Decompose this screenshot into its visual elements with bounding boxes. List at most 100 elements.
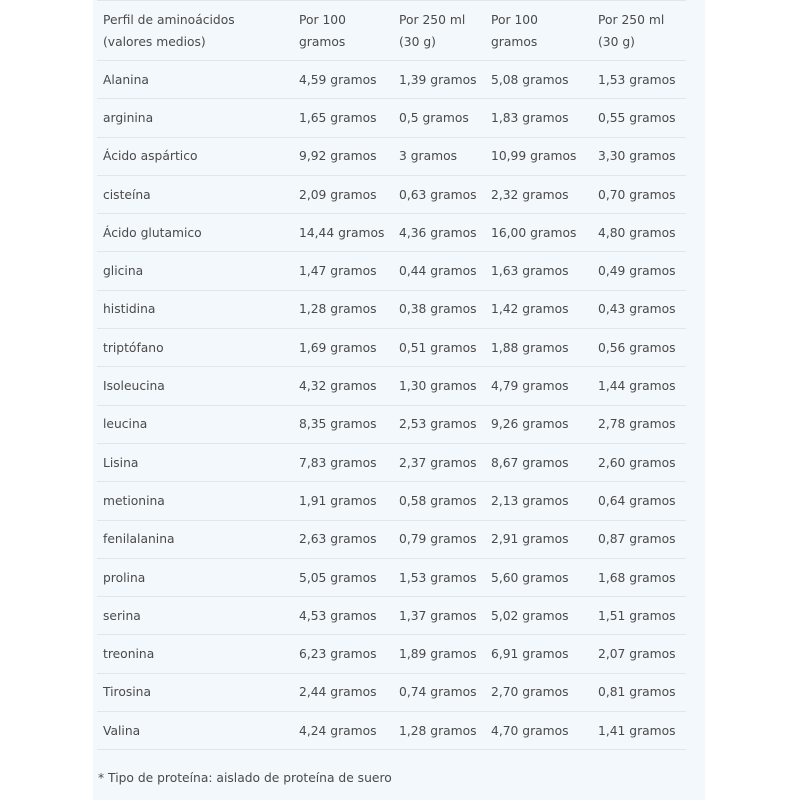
amount-cell: 9,92 gramos: [293, 137, 393, 176]
amount-cell: 1,88 gramos: [485, 328, 592, 368]
amount-cell: 8,35 gramos: [293, 405, 393, 444]
amount-cell: 2,44 gramos: [293, 673, 393, 713]
table-row: treonina 6,23 gramos 1,89 gramos 6,91 gramo…: [97, 634, 686, 674]
amino-acid-name: triptófano: [97, 328, 293, 368]
amino-acid-name: glicina: [97, 251, 293, 291]
amino-acid-name: arginina: [97, 98, 293, 138]
amino-acid-name: leucina: [97, 405, 293, 444]
amount-cell: 14,44 gramos: [293, 213, 393, 253]
amount-cell: 2,53 gramos: [393, 405, 485, 444]
table-row: arginina 1,65 gramos 0,5 gramos 1,83 gramos…: [97, 98, 686, 138]
column-header: Por 100 gramos: [293, 0, 393, 61]
amount-cell: 16,00 gramos: [485, 213, 592, 253]
amino-acid-name: treonina: [97, 634, 293, 674]
amount-cell: 1,39 gramos: [393, 60, 485, 100]
column-header: Por 100 gramos: [485, 0, 592, 61]
amount-cell: 1,42 gramos: [485, 290, 592, 330]
amount-cell: 1,69 gramos: [293, 328, 393, 368]
amount-cell: 0,79 gramos: [393, 520, 485, 559]
table-row: glicina 1,47 gramos 0,44 gramos 1,63 gramos…: [97, 251, 686, 291]
amount-cell: 2,63 gramos: [293, 520, 393, 559]
column-header: Por 250 ml (30 g): [592, 0, 686, 61]
amount-cell: 1,91 gramos: [293, 481, 393, 521]
amount-cell: 5,08 gramos: [485, 60, 592, 100]
amount-cell: 2,60 gramos: [592, 443, 686, 483]
amount-cell: 2,37 gramos: [393, 443, 485, 483]
table-row: Valina 4,24 gramos 1,28 gramos 4,70 gramos 1…: [97, 711, 686, 751]
footnote: * Tipo de proteína: aislado de proteína …: [98, 771, 392, 785]
amount-cell: 1,47 gramos: [293, 251, 393, 291]
amount-cell: 1,28 gramos: [293, 290, 393, 330]
table-row: histidina 1,28 gramos 0,38 gramos 1,42 gram…: [97, 290, 686, 330]
amount-cell: 0,63 gramos: [393, 175, 485, 215]
amount-cell: 1,41 gramos: [592, 711, 686, 751]
amount-cell: 5,60 gramos: [485, 558, 592, 598]
table-row: metionina 1,91 gramos 0,58 gramos 2,13 gram…: [97, 481, 686, 521]
amount-cell: 0,44 gramos: [393, 251, 485, 291]
amount-cell: 1,65 gramos: [293, 98, 393, 138]
amount-cell: 1,53 gramos: [393, 558, 485, 598]
amount-cell: 1,53 gramos: [592, 60, 686, 100]
amino-acid-table: Perfil de aminoácidos (valores medios) Po…: [97, 0, 686, 751]
amount-cell: 4,32 gramos: [293, 366, 393, 406]
table-row: Isoleucina 4,32 gramos 1,30 gramos 4,79 gra…: [97, 366, 686, 406]
amount-cell: 6,91 gramos: [485, 634, 592, 674]
amino-acid-name: Ácido aspártico: [97, 137, 293, 176]
amino-acid-name: Ácido glutamico: [97, 213, 293, 253]
table-row: cisteína 2,09 gramos 0,63 gramos 2,32 gramo…: [97, 175, 686, 215]
amount-cell: 1,68 gramos: [592, 558, 686, 598]
table-row: Tirosina 2,44 gramos 0,74 gramos 2,70 gramo…: [97, 673, 686, 713]
amino-acid-name: Lisina: [97, 443, 293, 483]
amount-cell: 1,51 gramos: [592, 596, 686, 636]
amount-cell: 7,83 gramos: [293, 443, 393, 483]
column-header: Perfil de aminoácidos (valores medios): [97, 0, 293, 61]
amount-cell: 1,44 gramos: [592, 366, 686, 406]
amount-cell: 1,30 gramos: [393, 366, 485, 406]
amount-cell: 2,13 gramos: [485, 481, 592, 521]
amount-cell: 0,56 gramos: [592, 328, 686, 368]
table-header-row: Perfil de aminoácidos (valores medios) Po…: [97, 0, 686, 61]
amount-cell: 0,38 gramos: [393, 290, 485, 330]
amount-cell: 0,74 gramos: [393, 673, 485, 713]
amount-cell: 6,23 gramos: [293, 634, 393, 674]
amount-cell: 0,51 gramos: [393, 328, 485, 368]
amount-cell: 10,99 gramos: [485, 137, 592, 176]
amount-cell: 4,36 gramos: [393, 213, 485, 253]
table-row: triptófano 1,69 gramos 0,51 gramos 1,88 gra…: [97, 328, 686, 368]
table-row: Alanina 4,59 gramos 1,39 gramos 5,08 gramos…: [97, 60, 686, 100]
table-row: fenilalanina 2,63 gramos 0,79 gramos 2,91 g…: [97, 520, 686, 559]
amount-cell: 2,09 gramos: [293, 175, 393, 215]
amino-acid-name: fenilalanina: [97, 520, 293, 559]
amino-acid-name: Valina: [97, 711, 293, 751]
amount-cell: 2,07 gramos: [592, 634, 686, 674]
table-row: Ácido glutamico 14,44 gramos 4,36 gramos 16…: [97, 213, 686, 253]
amount-cell: 1,83 gramos: [485, 98, 592, 138]
amount-cell: 1,89 gramos: [393, 634, 485, 674]
amino-acid-name: cisteína: [97, 175, 293, 215]
amount-cell: 4,70 gramos: [485, 711, 592, 751]
table-row: serina 4,53 gramos 1,37 gramos 5,02 gramos 1…: [97, 596, 686, 636]
amount-cell: 9,26 gramos: [485, 405, 592, 444]
amount-cell: 0,58 gramos: [393, 481, 485, 521]
amount-cell: 0,55 gramos: [592, 98, 686, 138]
amount-cell: 0,81 gramos: [592, 673, 686, 713]
amount-cell: 0,5 gramos: [393, 98, 485, 138]
amount-cell: 5,05 gramos: [293, 558, 393, 598]
amount-cell: 4,79 gramos: [485, 366, 592, 406]
amino-acid-name: Isoleucina: [97, 366, 293, 406]
amount-cell: 4,80 gramos: [592, 213, 686, 253]
table-row: Ácido aspártico 9,92 gramos 3 gramos 10,99 …: [97, 137, 686, 176]
amino-acid-name: serina: [97, 596, 293, 636]
amount-cell: 1,37 gramos: [393, 596, 485, 636]
column-header: Por 250 ml (30 g): [393, 0, 485, 61]
table-row: leucina 8,35 gramos 2,53 gramos 9,26 gramos…: [97, 405, 686, 444]
amount-cell: 4,53 gramos: [293, 596, 393, 636]
amount-cell: 0,43 gramos: [592, 290, 686, 330]
amount-cell: 4,59 gramos: [293, 60, 393, 100]
table-row: prolina 5,05 gramos 1,53 gramos 5,60 gramos…: [97, 558, 686, 598]
amount-cell: 4,24 gramos: [293, 711, 393, 751]
amount-cell: 2,32 gramos: [485, 175, 592, 215]
amino-acid-name: Tirosina: [97, 673, 293, 713]
amount-cell: 2,78 gramos: [592, 405, 686, 444]
amount-cell: 0,64 gramos: [592, 481, 686, 521]
